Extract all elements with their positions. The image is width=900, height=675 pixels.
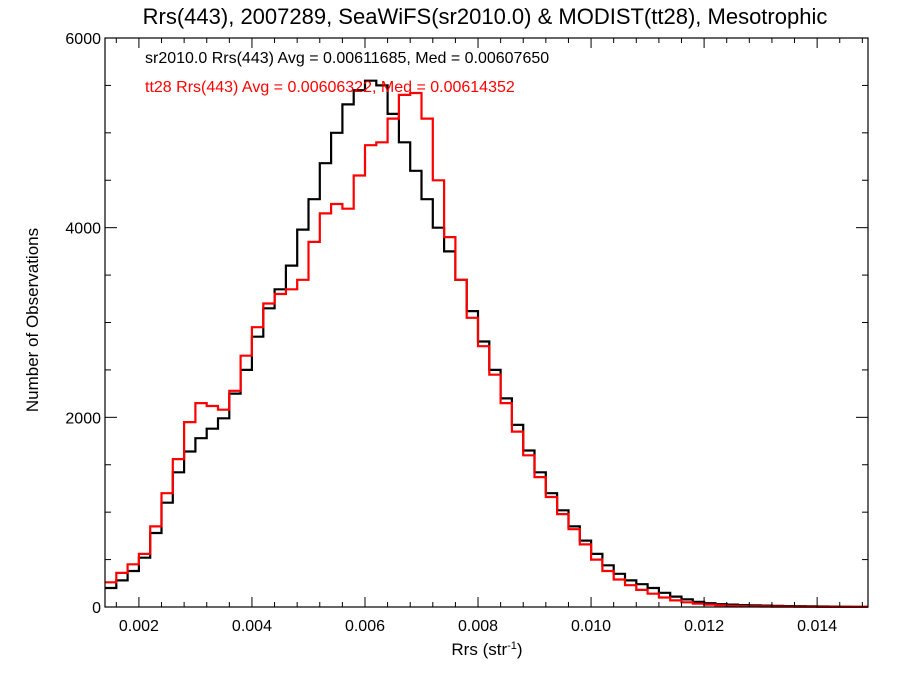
- x-tick-label: 0.006: [345, 618, 385, 635]
- y-tick-label: 4000: [65, 221, 101, 238]
- x-tick-label: 0.008: [458, 618, 498, 635]
- y-tick-label: 6000: [65, 31, 101, 48]
- annotation-tt28: tt28 Rrs(443) Avg = 0.00606322, Med = 0.…: [145, 79, 515, 96]
- chart-title: Rrs(443), 2007289, SeaWiFS(sr2010.0) & M…: [143, 4, 828, 29]
- y-axis-label: Number of Observations: [23, 228, 42, 412]
- series-line-tt28: [105, 91, 868, 608]
- series-line-sr2010: [105, 79, 868, 608]
- y-tick-label: 2000: [65, 410, 101, 427]
- x-tick-label: 0.014: [797, 618, 837, 635]
- x-tick-label: 0.012: [684, 618, 724, 635]
- series-layer: [105, 79, 868, 608]
- x-tick-label: 0.010: [571, 618, 611, 635]
- x-tick-label: 0.004: [232, 618, 272, 635]
- plot-frame: [104, 37, 869, 608]
- y-tick-label: 0: [92, 600, 101, 617]
- x-axis-label: Rrs (str-1): [451, 640, 522, 659]
- x-axis-label-text: Rrs (str: [451, 640, 507, 659]
- axis-ticks: 0.002 0.004 0.006 0.008 0.010 0.012 0.014 0 2000…: [65, 31, 868, 635]
- x-axis-label-superscript: -1: [507, 640, 517, 652]
- x-tick-label: 0.002: [119, 618, 159, 635]
- annotation-sr2010: sr2010.0 Rrs(443) Avg = 0.00611685, Med …: [145, 50, 549, 67]
- x-axis-label-end: ): [517, 640, 523, 659]
